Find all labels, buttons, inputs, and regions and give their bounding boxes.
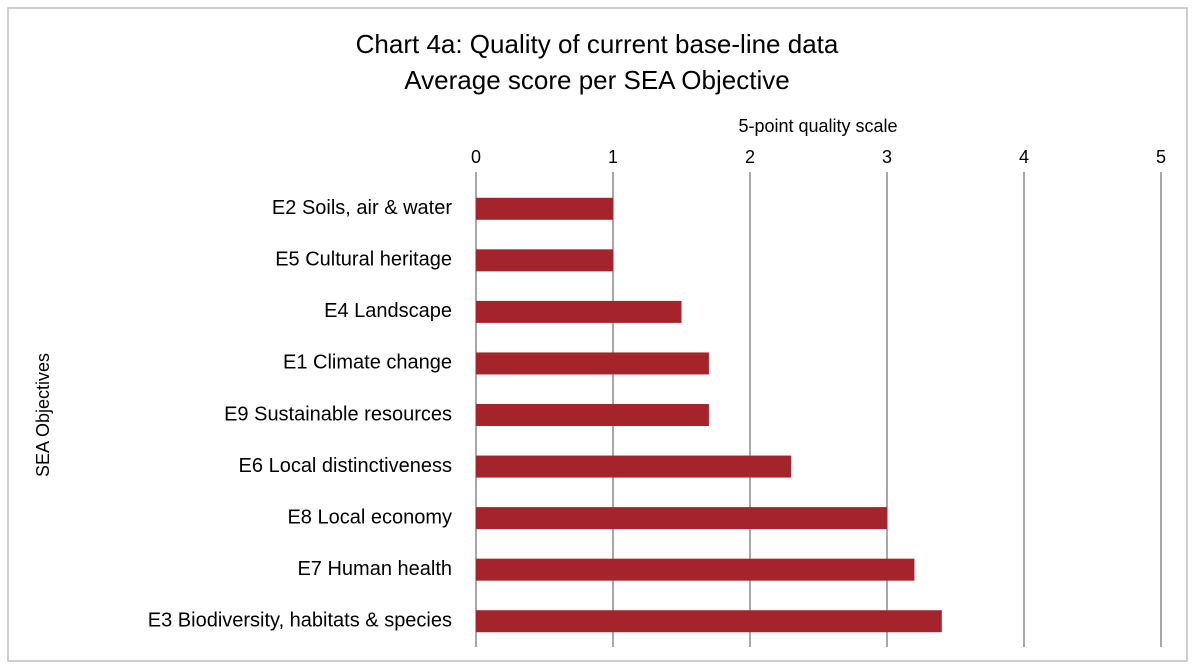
x-axis-label: 5-point quality scale — [738, 116, 897, 136]
y-tick-label: E1 Climate change — [283, 352, 452, 374]
x-tick-label: 4 — [1019, 147, 1029, 167]
y-axis-label: SEA Objectives — [33, 353, 53, 477]
y-tick-label: E5 Cultural heritage — [275, 249, 452, 271]
chart-subtitle: Average score per SEA Objective — [404, 65, 789, 95]
bar — [476, 404, 709, 426]
bar — [476, 558, 915, 581]
bar — [476, 300, 682, 323]
bar — [476, 507, 887, 530]
y-tick-label: E9 Sustainable resources — [224, 403, 452, 425]
y-tick-label: E7 Human health — [297, 558, 452, 580]
x-tick-label: 5 — [1156, 147, 1166, 167]
bar — [476, 610, 942, 633]
y-tick-label: E6 Local distinctiveness — [239, 455, 452, 477]
bar — [476, 249, 613, 272]
bar — [476, 197, 613, 220]
x-tick-label: 1 — [608, 147, 618, 167]
x-tick-label: 0 — [471, 147, 481, 167]
bar — [476, 455, 792, 478]
bar — [476, 352, 709, 375]
y-tick-label: E2 Soils, air & water — [272, 197, 452, 219]
y-tick-label: E8 Local economy — [287, 506, 452, 528]
x-tick-label: 3 — [882, 147, 892, 167]
chart-title: Chart 4a: Quality of current base-line d… — [356, 29, 839, 59]
x-tick-label: 2 — [745, 147, 755, 167]
chart-border — [7, 7, 1188, 662]
y-tick-label: E3 Biodiversity, habitats & species — [148, 610, 452, 632]
y-tick-label: E4 Landscape — [324, 300, 452, 322]
